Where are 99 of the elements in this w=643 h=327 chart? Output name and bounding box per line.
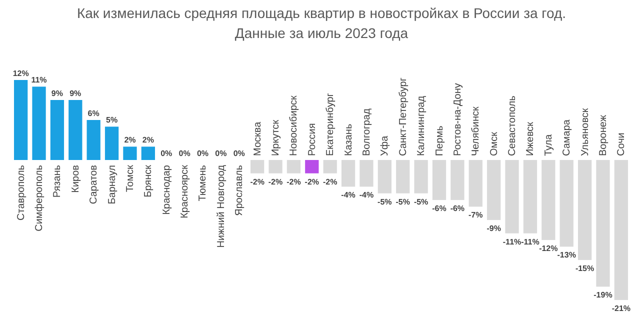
bar xyxy=(32,86,46,160)
bar xyxy=(68,100,82,160)
bar xyxy=(578,160,592,260)
x-tick-label: Ярославль xyxy=(234,165,246,216)
x-tick-label: Ижевск xyxy=(525,121,536,156)
x-tick-label: Томск xyxy=(124,164,136,192)
data-label: 0% xyxy=(178,149,190,158)
data-label: -12% xyxy=(539,244,558,253)
data-label: -2% xyxy=(268,177,283,186)
bar xyxy=(450,160,464,200)
x-tick-label: Ставрополь xyxy=(16,165,27,220)
data-label: 2% xyxy=(142,136,154,145)
data-label: -6% xyxy=(450,204,465,213)
x-tick-label: Барнаул xyxy=(106,164,118,204)
x-tick-label: Тюмень xyxy=(198,165,209,202)
x-tick-label: Воронеж xyxy=(598,114,609,156)
bar xyxy=(523,160,538,234)
x-tick-label: Брянск xyxy=(143,164,154,198)
x-tick-label: Калининград xyxy=(416,96,428,156)
x-tick-label: Екатеринбург xyxy=(325,92,336,156)
bar xyxy=(104,126,119,160)
x-tick-label: Самара xyxy=(562,119,573,156)
data-label: -7% xyxy=(468,210,483,220)
x-tick-label: Омск xyxy=(488,131,500,156)
bar xyxy=(268,160,282,174)
bar xyxy=(505,160,519,234)
data-label: -13% xyxy=(557,250,576,260)
x-tick-label: Севастополь xyxy=(507,96,518,156)
x-tick-label: Москва xyxy=(252,121,264,156)
x-tick-label: Тула xyxy=(543,134,554,156)
data-label: 0% xyxy=(160,149,172,158)
data-label: 0% xyxy=(196,149,209,158)
bar xyxy=(378,160,392,194)
data-label: 0% xyxy=(233,149,245,158)
bar xyxy=(50,100,64,160)
x-tick-label: Уфа xyxy=(380,135,391,156)
bar xyxy=(542,160,556,240)
x-tick-label: Челябинск xyxy=(470,106,482,156)
data-label: -2% xyxy=(304,177,320,186)
bar xyxy=(596,160,610,287)
data-label: 5% xyxy=(106,116,118,125)
x-tick-label: Россия xyxy=(306,123,318,156)
data-label: -6% xyxy=(432,204,446,213)
x-tick-label: Ростов-на-Дону xyxy=(452,83,464,156)
bar xyxy=(341,160,356,187)
x-tick-label: Санкт-Петербург xyxy=(398,77,409,156)
bar xyxy=(560,160,574,247)
data-label: -11% xyxy=(502,237,522,246)
data-label: -4% xyxy=(341,190,356,200)
data-label: 12% xyxy=(12,69,29,78)
chart-subtitle: Данные за июль 2023 года xyxy=(234,25,408,41)
data-label: -19% xyxy=(594,290,612,300)
data-label: -11% xyxy=(521,237,540,246)
x-tick-label: Сочи xyxy=(616,132,628,156)
data-label: -21% xyxy=(612,304,631,313)
x-tick-label: Симферополь xyxy=(34,165,46,232)
x-tick-label: Волгоград xyxy=(361,108,372,156)
bar xyxy=(614,160,628,300)
data-label: -5% xyxy=(396,197,410,206)
x-tick-label: Краснодар xyxy=(161,164,172,215)
x-tick-label: Киров xyxy=(70,165,82,193)
bar xyxy=(250,160,264,174)
data-label: -5% xyxy=(378,197,392,206)
data-label: 9% xyxy=(70,89,82,98)
data-label: 6% xyxy=(88,109,100,118)
x-tick-label: Нижний Новгород xyxy=(216,164,227,248)
bar xyxy=(86,120,100,160)
x-tick-label: Казань xyxy=(343,124,354,156)
bar xyxy=(432,160,446,200)
data-label: -9% xyxy=(486,224,501,233)
x-tick-label: Рязань xyxy=(52,165,64,198)
bar xyxy=(323,160,337,174)
x-tick-label: Пермь xyxy=(434,126,446,156)
bar xyxy=(360,160,374,187)
bar xyxy=(396,160,410,194)
x-tick-label: Новосибирск xyxy=(288,94,300,156)
bar xyxy=(305,160,319,174)
x-tick-label: Саратов xyxy=(88,165,100,204)
data-label: -5% xyxy=(414,197,428,206)
data-label: -2% xyxy=(250,177,264,186)
bar xyxy=(414,160,428,194)
data-label: 2% xyxy=(124,136,136,145)
x-tick-label: Красноярск xyxy=(180,164,191,218)
data-label: -15% xyxy=(575,264,594,273)
bar xyxy=(14,80,28,160)
bar xyxy=(468,160,482,207)
bar xyxy=(123,146,137,160)
data-label: -4% xyxy=(359,190,374,200)
chart-title: Как изменилась средняя площадь квартир в новостройках в России за год. xyxy=(76,5,566,21)
data-label: 0% xyxy=(215,149,227,158)
bar xyxy=(141,146,155,160)
bar xyxy=(286,160,301,174)
data-label: -2% xyxy=(322,177,338,186)
data-label: 9% xyxy=(51,89,63,98)
bar xyxy=(487,160,501,220)
x-tick-label: Иркутск xyxy=(270,119,282,156)
data-label: 11% xyxy=(31,76,47,85)
x-tick-label: Ульяновск xyxy=(580,108,591,156)
data-label: -2% xyxy=(286,177,301,186)
